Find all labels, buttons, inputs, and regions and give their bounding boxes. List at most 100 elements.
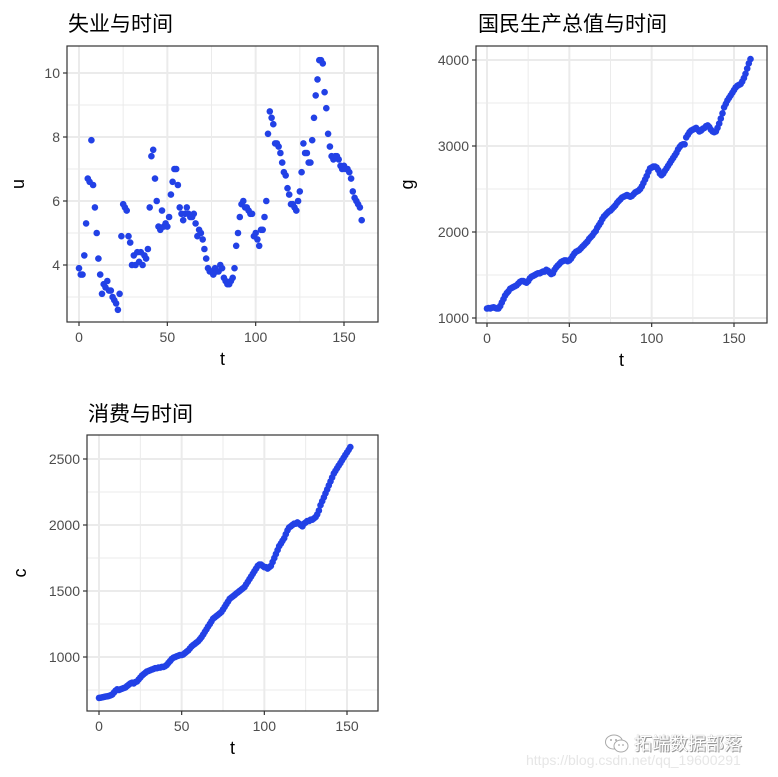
data-point <box>248 210 256 218</box>
data-point <box>89 181 97 189</box>
y-axis-title: c <box>10 569 30 578</box>
y-tick-label: 8 <box>52 129 60 145</box>
data-point <box>151 175 159 182</box>
data-point <box>88 136 95 144</box>
chart-title-consumption: 消费与时间 <box>88 402 193 426</box>
data-point <box>234 229 242 237</box>
data-point <box>218 264 226 272</box>
data-point <box>79 271 86 278</box>
x-tick-label: 100 <box>253 718 277 734</box>
data-points <box>75 56 366 314</box>
data-point <box>126 239 134 246</box>
data-point <box>197 229 205 237</box>
x-axis-title: t <box>619 350 624 370</box>
panel-border <box>86 434 379 712</box>
y-tick-label: 2500 <box>49 451 80 467</box>
x-tick-label: 0 <box>483 330 491 346</box>
data-point <box>174 181 182 189</box>
data-point <box>172 165 180 173</box>
y-tick-label: 10 <box>44 65 60 81</box>
data-point <box>326 143 334 150</box>
data-point <box>91 204 99 211</box>
data-point <box>277 149 284 157</box>
data-point <box>165 213 173 221</box>
x-axis-title: t <box>220 349 225 369</box>
x-tick-label: 50 <box>160 329 176 345</box>
chart-title-gnp: 国民生产总值与时间 <box>478 12 667 36</box>
data-point <box>315 507 323 514</box>
y-tick-label: 4 <box>52 257 60 273</box>
data-point <box>321 88 328 96</box>
data-point <box>231 264 238 272</box>
data-points <box>95 443 354 702</box>
data-point <box>98 290 106 298</box>
chart-title-unemployment: 失业与时间 <box>68 12 173 36</box>
wechat-icon <box>605 734 629 753</box>
data-point <box>259 226 267 234</box>
data-point <box>116 290 123 298</box>
data-point <box>82 220 90 227</box>
data-point <box>118 232 125 240</box>
data-point <box>144 245 152 253</box>
data-point <box>179 216 187 224</box>
data-point <box>312 92 320 99</box>
x-tick-label: 100 <box>244 329 268 345</box>
data-point <box>319 60 327 67</box>
y-tick-label: 3000 <box>438 138 469 154</box>
data-points <box>483 55 754 312</box>
data-point <box>255 242 263 250</box>
x-tick-label: 50 <box>174 718 190 734</box>
data-point <box>201 245 208 253</box>
data-point <box>75 264 83 272</box>
data-point <box>95 255 102 262</box>
data-point <box>335 156 343 163</box>
data-point <box>347 443 354 451</box>
data-point <box>199 236 206 243</box>
x-axis-title: t <box>230 738 235 758</box>
data-point <box>149 146 157 154</box>
data-point <box>93 229 100 237</box>
data-point <box>308 136 316 144</box>
data-point <box>167 191 175 198</box>
data-point <box>324 130 332 138</box>
data-point <box>742 70 749 78</box>
y-tick-label: 1000 <box>438 310 469 326</box>
data-point <box>719 110 726 117</box>
data-point <box>314 76 321 83</box>
data-point <box>240 197 247 205</box>
data-point <box>303 149 311 157</box>
data-point <box>264 130 272 138</box>
data-point <box>190 210 198 218</box>
y-tick-label: 1000 <box>49 649 80 665</box>
data-point <box>717 115 725 122</box>
data-point <box>278 159 286 166</box>
x-tick-label: 50 <box>562 330 578 346</box>
data-point <box>285 191 293 198</box>
data-point <box>183 204 191 211</box>
data-point <box>146 204 153 211</box>
data-point <box>229 274 236 282</box>
y-axis-title: u <box>8 179 28 189</box>
data-point <box>254 236 261 243</box>
data-point <box>123 207 130 214</box>
x-tick-label: 150 <box>332 329 356 345</box>
data-point <box>268 114 275 122</box>
data-point <box>284 184 291 192</box>
y-axis-title: g <box>397 179 417 189</box>
data-point <box>296 188 304 195</box>
data-point <box>114 306 122 314</box>
watermark-brand: 拓端数据部落 <box>634 734 742 755</box>
data-point <box>164 223 171 230</box>
y-tick-label: 4000 <box>438 52 469 68</box>
data-point <box>681 141 688 148</box>
data-point <box>125 232 132 240</box>
y-tick-label: 2000 <box>438 224 469 240</box>
data-point <box>104 277 111 285</box>
data-point <box>349 188 357 195</box>
data-point <box>266 108 274 115</box>
data-point <box>202 255 210 262</box>
panel-border <box>475 45 768 324</box>
data-point <box>96 271 104 278</box>
data-point <box>747 55 754 63</box>
data-point <box>282 172 290 179</box>
